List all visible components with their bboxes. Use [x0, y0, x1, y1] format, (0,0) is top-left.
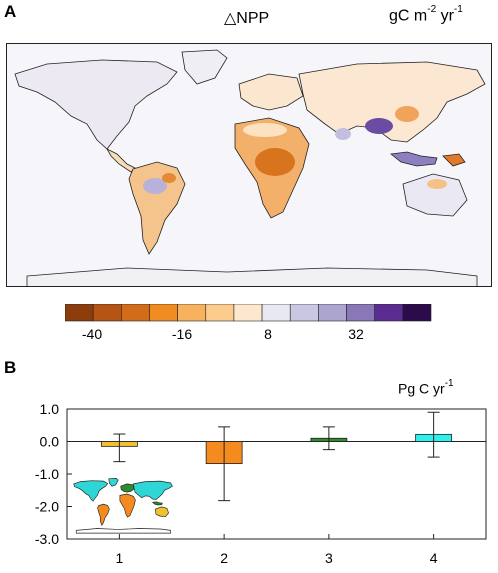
colorbar-swatch: [149, 304, 178, 322]
colorbar-tick-label: -16: [171, 326, 193, 342]
y-tick-label: -3.0: [35, 531, 59, 547]
region-brazil-negative: [162, 173, 176, 183]
region-china-negative: [395, 106, 419, 122]
inset-landmass: [154, 506, 169, 517]
colorbar: [65, 304, 432, 322]
x-tick-label: 4: [430, 550, 438, 566]
colorbar-tick-label: -40: [81, 326, 103, 342]
landmass-indonesia: [390, 151, 438, 167]
inset-landmass: [120, 483, 135, 493]
x-tick-label: 2: [220, 550, 228, 566]
region-australia-negative: [427, 179, 447, 189]
colorbar-swatch: [289, 304, 319, 322]
panel-a-label: A: [4, 2, 17, 21]
colorbar-swatches: [65, 304, 432, 322]
region-central-africa-negative: [255, 148, 295, 176]
inset-world-map: [73, 478, 173, 534]
x-tick-label: 1: [115, 550, 123, 566]
panel-b-label: B: [4, 358, 17, 377]
bar-chart: 1.0 0.0 -1.0 -2.0 -3.0 1 2 3 4: [35, 401, 487, 566]
colorbar-swatch: [402, 304, 432, 322]
colorbar-swatch: [346, 304, 375, 322]
delta-npp-map: [6, 43, 492, 287]
colorbar-swatch: [92, 304, 122, 322]
inset-landmass: [108, 478, 119, 487]
landmass-asia: [298, 61, 486, 143]
colorbar-tick-label: 8: [264, 326, 272, 342]
y-tick-label: -1.0: [35, 466, 59, 482]
inset-landmass: [97, 503, 110, 527]
landmass-europe: [238, 73, 304, 111]
inset-landmass: [132, 480, 173, 500]
colorbar-swatch: [121, 304, 150, 322]
y-tick-label: 1.0: [40, 401, 60, 417]
inset-landmass: [119, 493, 136, 518]
landmass-south-america: [128, 161, 186, 255]
y-tick-label: 0.0: [40, 434, 60, 450]
colorbar-swatch: [205, 304, 235, 322]
region-china-positive: [365, 118, 393, 134]
map-title: △NPP: [224, 10, 270, 27]
colorbar-swatch: [177, 304, 207, 322]
region-sahara-neutral: [243, 123, 287, 137]
colorbar-tick-label: 32: [348, 326, 364, 342]
bar-chart-units: Pg C yr-1: [398, 378, 454, 397]
map-units: gC m-2 yr-1: [389, 4, 463, 25]
landmass-new-guinea: [442, 153, 466, 167]
landmass-north-america: [14, 59, 178, 150]
y-tick-label: -2.0: [35, 499, 59, 515]
inset-landmass: [73, 480, 109, 502]
plot-frame: [66, 408, 487, 540]
landmass-australia: [402, 173, 468, 217]
world-map: [14, 49, 486, 286]
colorbar-swatch: [374, 304, 404, 322]
landmass-greenland: [181, 49, 228, 85]
region-india-positive: [335, 128, 351, 140]
inset-landmass: [75, 528, 172, 534]
region-amazon-positive: [143, 178, 167, 194]
colorbar-swatch: [65, 304, 94, 322]
colorbar-swatch: [318, 304, 347, 322]
landmass-central-america: [105, 148, 136, 173]
colorbar-swatch: [261, 304, 291, 322]
inset-landmass: [151, 501, 163, 506]
landmass-antarctica: [26, 267, 478, 286]
colorbar-swatch: [233, 304, 263, 322]
x-tick-label: 3: [325, 550, 333, 566]
